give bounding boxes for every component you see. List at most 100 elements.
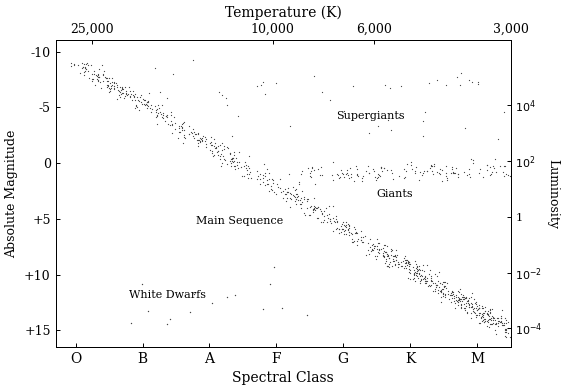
Point bbox=[102, 75, 111, 81]
Point bbox=[385, 255, 394, 262]
Point bbox=[457, 291, 466, 297]
Point bbox=[174, 122, 183, 129]
Point bbox=[335, 226, 344, 232]
Point bbox=[455, 298, 464, 304]
Point bbox=[501, 326, 510, 332]
Point bbox=[271, 80, 280, 86]
Point bbox=[338, 171, 347, 177]
Point bbox=[155, 89, 164, 95]
Point bbox=[208, 148, 217, 154]
Point bbox=[130, 97, 139, 103]
Point bbox=[496, 312, 505, 319]
Point bbox=[87, 70, 96, 77]
Point bbox=[324, 211, 333, 217]
Point bbox=[467, 315, 476, 321]
Point bbox=[217, 147, 226, 153]
Point bbox=[334, 175, 343, 181]
Point bbox=[427, 163, 436, 169]
Point bbox=[325, 97, 334, 103]
Point bbox=[472, 307, 481, 313]
Point bbox=[378, 168, 387, 174]
Point bbox=[439, 283, 448, 289]
Point bbox=[300, 210, 309, 217]
Point bbox=[337, 226, 346, 232]
Point bbox=[77, 65, 86, 71]
Point bbox=[478, 303, 487, 310]
Point bbox=[340, 231, 349, 237]
Point bbox=[480, 319, 489, 325]
Point bbox=[189, 129, 198, 136]
Point bbox=[82, 59, 92, 66]
Point bbox=[454, 299, 463, 305]
Point bbox=[185, 308, 194, 315]
Point bbox=[185, 122, 194, 129]
Point bbox=[319, 208, 328, 215]
Point bbox=[177, 124, 186, 130]
Point bbox=[442, 170, 451, 176]
Point bbox=[485, 306, 494, 312]
Point bbox=[103, 82, 112, 88]
Point bbox=[303, 165, 312, 172]
Point bbox=[245, 153, 254, 159]
Point bbox=[467, 79, 476, 85]
Point bbox=[489, 163, 498, 169]
Point bbox=[489, 320, 498, 326]
Point bbox=[359, 234, 368, 240]
Point bbox=[399, 166, 408, 172]
Point bbox=[137, 281, 146, 287]
Point bbox=[92, 73, 101, 79]
Point bbox=[478, 313, 487, 319]
Point bbox=[483, 312, 492, 318]
Point bbox=[402, 258, 411, 265]
Point bbox=[388, 170, 397, 176]
Point bbox=[267, 186, 276, 192]
Point bbox=[297, 201, 306, 207]
Point bbox=[476, 165, 485, 172]
Point bbox=[105, 88, 114, 95]
Point bbox=[384, 117, 393, 123]
Point bbox=[255, 176, 264, 182]
Point bbox=[426, 275, 435, 281]
Point bbox=[491, 156, 500, 162]
Point bbox=[410, 270, 419, 276]
Point bbox=[451, 170, 460, 176]
Point bbox=[118, 90, 127, 97]
Point bbox=[221, 95, 231, 101]
Point bbox=[131, 91, 140, 98]
Point bbox=[333, 171, 342, 177]
Point bbox=[458, 294, 467, 301]
Point bbox=[108, 75, 117, 81]
Point bbox=[506, 334, 515, 340]
Point bbox=[170, 114, 179, 120]
Point bbox=[462, 294, 471, 301]
Point bbox=[167, 130, 176, 136]
Point bbox=[297, 195, 306, 201]
Point bbox=[258, 79, 267, 86]
Point bbox=[468, 304, 477, 310]
Point bbox=[79, 61, 88, 67]
Point bbox=[132, 104, 141, 111]
Point bbox=[503, 172, 512, 179]
Point bbox=[398, 263, 407, 269]
Point bbox=[485, 310, 494, 316]
Point bbox=[479, 317, 488, 323]
Point bbox=[173, 135, 182, 141]
Point bbox=[464, 304, 473, 310]
Point bbox=[166, 112, 175, 118]
Point bbox=[346, 171, 355, 178]
Point bbox=[389, 176, 398, 182]
Point bbox=[382, 253, 391, 259]
Point bbox=[447, 292, 457, 298]
Point bbox=[392, 254, 401, 260]
Point bbox=[271, 191, 280, 197]
Point bbox=[476, 319, 485, 326]
Point bbox=[303, 198, 312, 204]
Point bbox=[167, 121, 176, 127]
Point bbox=[125, 94, 134, 100]
Point bbox=[114, 87, 123, 93]
Point bbox=[185, 131, 194, 137]
Point bbox=[446, 292, 455, 298]
Point bbox=[454, 294, 463, 300]
Point bbox=[482, 167, 491, 173]
Point bbox=[386, 85, 395, 91]
